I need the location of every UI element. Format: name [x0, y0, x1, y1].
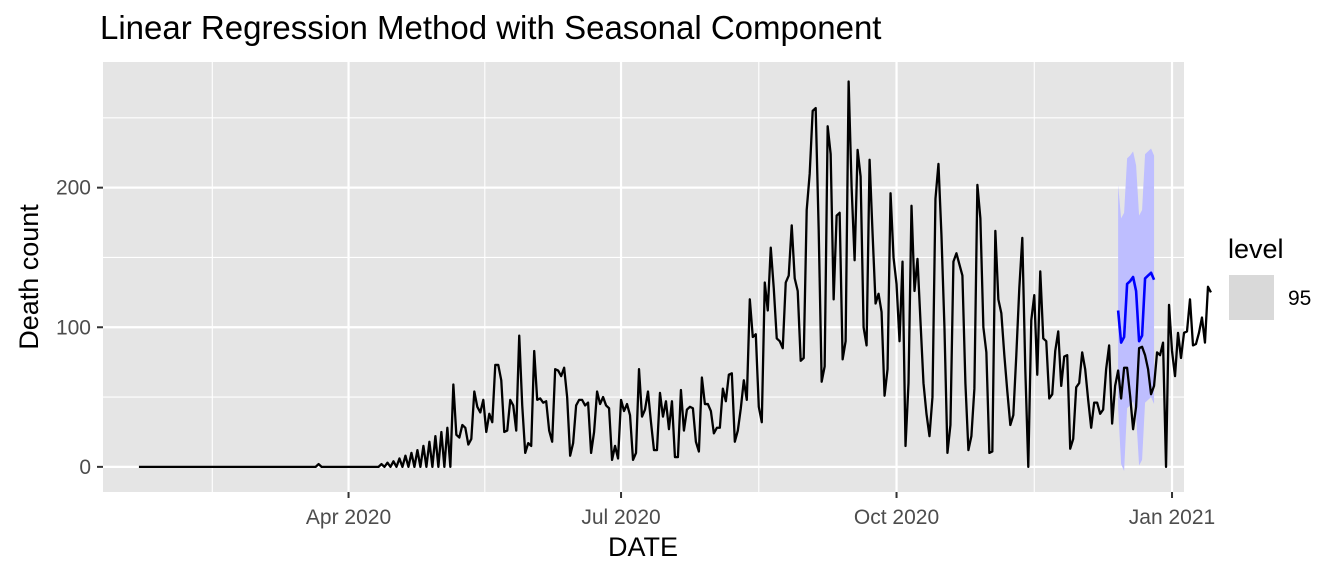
y-tick-label: 0: [79, 456, 91, 479]
x-tick-label: Jul 2020: [581, 506, 660, 529]
chart-title: Linear Regression Method with Seasonal C…: [100, 9, 881, 46]
x-tick-label: Apr 2020: [306, 506, 391, 529]
plot-panel: [103, 62, 1184, 492]
forecast-series: [1116, 271, 1156, 344]
y-axis-title: Death count: [14, 204, 44, 350]
x-tick-label: Oct 2020: [854, 506, 939, 529]
minor-grid: [103, 62, 1184, 492]
legend-title: level: [1228, 234, 1284, 264]
legend: level 95: [1228, 234, 1311, 320]
y-tick-label: 200: [56, 177, 91, 200]
legend-key-95: [1229, 275, 1274, 320]
x-axis-title: DATE: [608, 532, 678, 562]
legend-label-95: 95: [1288, 287, 1311, 310]
x-tick-label: Jan 2021: [1129, 506, 1215, 529]
y-axis: 0 100 200: [56, 177, 103, 479]
y-tick-label: 100: [56, 316, 91, 339]
x-axis: Apr 2020 Jul 2020 Oct 2020 Jan 2021: [306, 492, 1215, 529]
forecast-line: [1116, 271, 1156, 344]
history-series: [138, 80, 1212, 469]
history-line: [138, 80, 1212, 469]
